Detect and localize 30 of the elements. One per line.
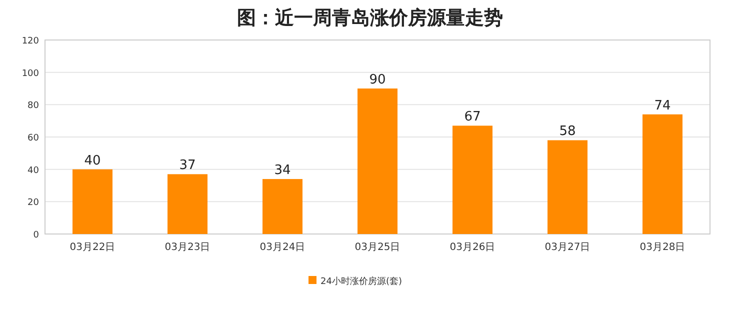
y-tick-label: 0 (33, 230, 40, 240)
legend-label: 24小时涨价房源(套) (320, 276, 402, 287)
data-label: 40 (84, 153, 101, 168)
y-tick-label: 60 (28, 134, 40, 144)
x-tick-label: 03月27日 (544, 242, 590, 253)
data-label: 90 (369, 72, 386, 88)
data-label: 34 (274, 163, 291, 178)
x-tick-label: 03月25日 (354, 242, 400, 253)
y-tick-label: 80 (28, 101, 40, 112)
y-tick-label: 100 (22, 68, 40, 79)
data-label: 37 (179, 158, 196, 174)
bar (452, 126, 492, 234)
bar (358, 88, 398, 234)
y-tick-label: 20 (28, 198, 40, 208)
chart-title: 图：近一周青岛涨价房源量走势 (237, 7, 503, 29)
x-tick-label: 03月22日 (70, 242, 116, 253)
bar (262, 179, 302, 234)
bar (548, 140, 588, 234)
x-tick-label: 03月28日 (640, 242, 686, 253)
bar (168, 174, 208, 234)
data-label: 67 (464, 110, 481, 125)
bar (72, 169, 112, 234)
y-tick-label: 40 (28, 166, 40, 176)
x-tick-label: 03月26日 (450, 242, 496, 253)
x-tick-label: 03月24日 (260, 242, 306, 253)
y-tick-label: 120 (22, 36, 40, 46)
x-tick-label: 03月23日 (164, 242, 210, 253)
data-label: 58 (559, 124, 576, 140)
bar (642, 114, 682, 234)
data-label: 74 (654, 98, 671, 114)
